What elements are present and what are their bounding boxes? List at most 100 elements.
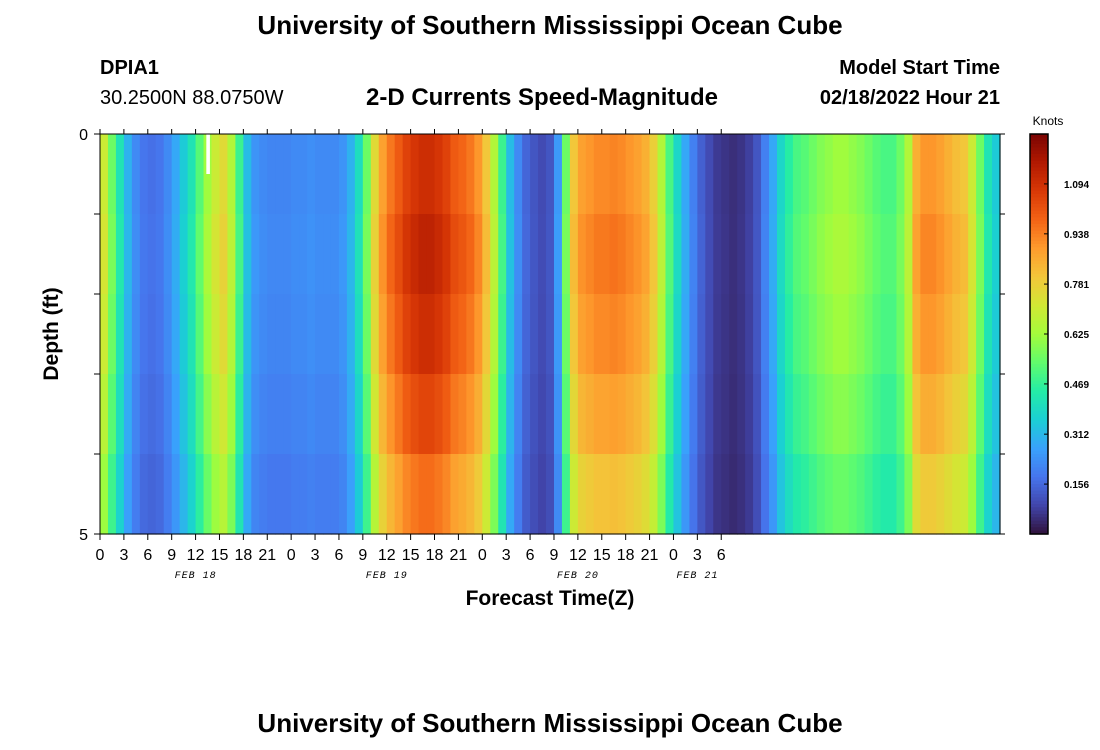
heatmap-cell	[275, 214, 284, 295]
heatmap-cell	[553, 294, 563, 375]
heatmap-cell	[163, 374, 173, 455]
heatmap-cell	[816, 294, 826, 375]
colorbar-segment	[1030, 170, 1048, 175]
heatmap-cell	[856, 454, 866, 535]
heatmap-cell	[888, 374, 898, 455]
colorbar-segment	[1030, 240, 1048, 245]
heatmap-cell	[235, 454, 244, 535]
colorbar-segment	[1030, 180, 1048, 185]
heatmap-cell	[808, 294, 818, 375]
heatmap-cell	[171, 134, 181, 215]
heatmap-cell	[522, 374, 531, 455]
heatmap-cell	[450, 374, 459, 455]
heatmap-cell	[354, 214, 364, 295]
x-tick-label: 12	[378, 547, 396, 564]
heatmap-cell	[657, 294, 667, 375]
heatmap-cell	[721, 454, 730, 535]
heatmap-cell	[952, 454, 961, 535]
colorbar-segment	[1030, 440, 1048, 445]
heatmap-cell	[394, 454, 404, 535]
heatmap-cell	[490, 294, 499, 375]
heatmap-cell	[641, 214, 651, 295]
colorbar-segment	[1030, 307, 1048, 312]
heatmap-cell	[203, 374, 213, 455]
heatmap-cell	[442, 134, 452, 215]
x-tick-label: 9	[167, 547, 176, 564]
heatmap-cell	[936, 454, 945, 535]
heatmap-cell	[665, 294, 675, 375]
chart-subtitle: 2-D Currents Speed-Magnitude	[366, 84, 719, 111]
heatmap-cell	[641, 294, 651, 375]
colorbar-tick-label: 0.469	[1064, 380, 1089, 391]
colorbar-segment	[1030, 517, 1048, 522]
heatmap-cell	[474, 294, 483, 375]
colorbar-segment	[1030, 287, 1048, 292]
heatmap-cell	[721, 134, 730, 215]
heatmap-cell	[410, 374, 420, 455]
heatmap-cell	[195, 214, 205, 295]
colorbar-segment	[1030, 157, 1048, 162]
heatmap-cell	[147, 294, 157, 375]
heatmap-cell	[514, 214, 523, 295]
station-id: DPIA1	[100, 57, 159, 79]
heatmap-cell	[784, 294, 794, 375]
colorbar-segment	[1030, 507, 1048, 512]
heatmap-cell	[538, 374, 547, 455]
heatmap-cell	[259, 294, 268, 375]
heatmap-cell	[235, 214, 244, 295]
heatmap-cell	[458, 214, 467, 295]
heatmap-cell	[553, 454, 563, 535]
heatmap-cell	[864, 214, 874, 295]
colorbar-segment	[1030, 334, 1048, 338]
heatmap-cell	[187, 374, 197, 455]
heatmap-cell	[243, 454, 252, 535]
heatmap-cell	[219, 134, 229, 215]
heatmap-cell	[442, 374, 452, 455]
x-tick-label: 0	[669, 547, 678, 564]
heatmap-cell	[840, 294, 850, 375]
heatmap-cell	[577, 454, 587, 535]
heatmap-cell	[370, 214, 380, 295]
x-tick-label: 18	[426, 547, 444, 564]
heatmap-cell	[968, 294, 977, 375]
colorbar-segment	[1030, 337, 1048, 342]
heatmap-cell	[179, 294, 189, 375]
heatmap-cell	[522, 134, 531, 215]
heatmap-cell	[514, 134, 523, 215]
colorbar-segment	[1030, 357, 1048, 362]
colorbar-segment	[1030, 200, 1048, 205]
heatmap-cell	[769, 454, 778, 535]
heatmap-cell	[530, 294, 539, 375]
heatmap-cell	[330, 294, 340, 375]
heatmap-cell	[100, 374, 109, 455]
heatmap-cell	[689, 134, 698, 215]
colorbar-segment	[1030, 297, 1048, 302]
heatmap-cell	[609, 374, 619, 455]
heatmap-cell	[538, 214, 547, 295]
heatmap-cell	[378, 294, 388, 375]
heatmap-cell	[649, 454, 659, 535]
heatmap-cell	[761, 454, 770, 535]
heatmap-cell	[530, 374, 539, 455]
heatmap-cell	[689, 214, 698, 295]
heatmap-cell	[633, 454, 643, 535]
heatmap-cell	[848, 454, 858, 535]
heatmap-cell	[163, 294, 173, 375]
heatmap-cell	[147, 374, 157, 455]
heatmap-cell	[872, 134, 882, 215]
heatmap-cell	[354, 134, 364, 215]
heatmap-cell	[131, 134, 141, 215]
colorbar-segment	[1030, 424, 1048, 428]
heatmap-cell	[920, 374, 929, 455]
heatmap-cell	[123, 134, 133, 215]
heatmap-cell	[123, 294, 133, 375]
heatmap-cell	[243, 134, 252, 215]
heatmap-cell	[984, 214, 993, 295]
x-tick-label: 18	[617, 547, 635, 564]
colorbar-segment	[1030, 394, 1048, 398]
heatmap-cell	[832, 454, 842, 535]
colorbar-segment	[1030, 367, 1048, 372]
heatmap-cell	[872, 214, 882, 295]
heatmap-cell	[832, 214, 842, 295]
heatmap-cell	[968, 214, 977, 295]
